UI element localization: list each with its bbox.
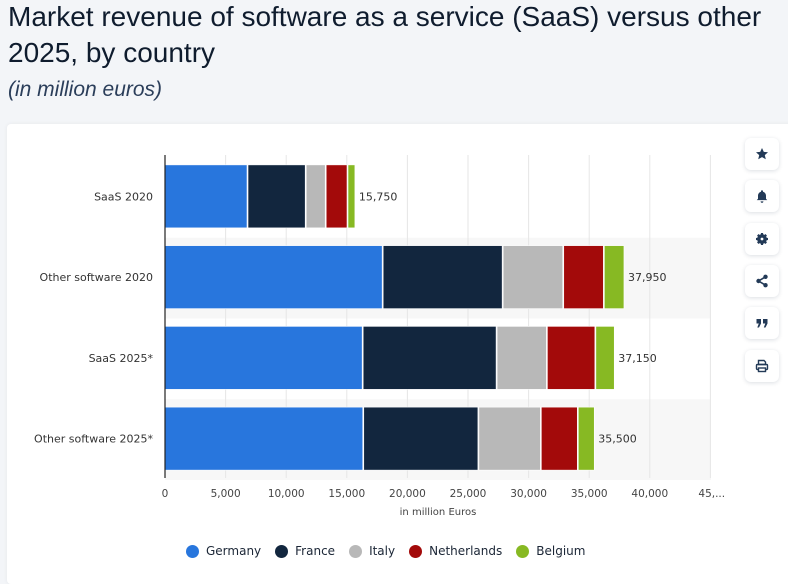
bar-segment-germany: [164, 326, 363, 390]
chart-legend: Germany France Italy Netherlands Belgium: [186, 544, 599, 558]
x-tick-label: 45,...: [698, 488, 725, 500]
quote-icon: [756, 319, 768, 328]
total-data-label: 37,150: [618, 352, 657, 365]
legend-item-france[interactable]: France: [275, 544, 335, 558]
notification-button[interactable]: [745, 180, 779, 213]
bar-segment-belgium: [577, 406, 595, 471]
legend-label: Belgium: [536, 544, 586, 558]
legend-marker: [349, 544, 363, 558]
bar-segment-germany: [164, 164, 248, 229]
category-label: Other software 2025*: [34, 433, 153, 446]
category-label: SaaS 2025*: [89, 352, 154, 365]
bar-segment-france: [363, 406, 479, 471]
star-icon: [756, 148, 768, 160]
bell-icon: [756, 190, 768, 204]
legend-item-italy[interactable]: Italy: [349, 544, 395, 558]
bar-segment-germany: [164, 245, 383, 309]
chart-title-line-1: Market revenue of software as a service …: [8, 1, 762, 32]
legend-item-germany[interactable]: Germany: [186, 544, 261, 558]
legend-label: France: [295, 544, 336, 558]
bar-segment-italy: [305, 164, 326, 229]
bar-segment-netherlands: [563, 245, 604, 309]
bar-segment-italy: [496, 326, 547, 390]
legend-item-belgium[interactable]: Belgium: [516, 544, 585, 558]
chart-title-line-2: 2025, by country: [8, 37, 216, 68]
bar-segment-italy: [478, 406, 541, 471]
legend-item-netherlands[interactable]: Netherlands: [409, 544, 502, 558]
x-tick-label: 0: [162, 488, 169, 500]
legend-marker: [186, 544, 199, 558]
chart-subtitle: (in million euros): [8, 78, 163, 101]
share-icon: [756, 274, 768, 288]
category-label: Other software 2020: [40, 271, 153, 284]
print-button[interactable]: [745, 349, 779, 382]
category-label: SaaS 2020: [94, 190, 153, 203]
x-tick-label: 30,000: [510, 488, 547, 500]
gear-icon: [756, 232, 768, 245]
total-data-label: 37,950: [628, 271, 667, 284]
favorite-button[interactable]: [745, 138, 779, 170]
legend-label: Netherlands: [429, 544, 503, 558]
bar-segment-belgium: [595, 326, 615, 390]
legend-label: Italy: [369, 544, 396, 558]
share-button[interactable]: [745, 264, 779, 297]
x-tick-label: 35,000: [571, 488, 608, 500]
legend-marker: [409, 544, 423, 558]
x-tick-label: 20,000: [389, 488, 426, 500]
bar-segment-netherlands: [541, 406, 578, 471]
x-tick-label: 5,000: [211, 488, 241, 500]
x-tick-label: 25,000: [450, 488, 487, 500]
x-tick-label: 15,000: [328, 488, 365, 500]
x-tick-label: 40,000: [631, 488, 668, 500]
cite-button[interactable]: [745, 307, 779, 340]
bar-segment-netherlands: [325, 164, 348, 229]
bar-segment-france: [247, 164, 306, 229]
legend-marker: [275, 544, 289, 558]
legend-marker: [516, 544, 530, 558]
print-icon: [755, 359, 769, 372]
bar-segment-france: [382, 245, 503, 309]
x-tick-label: 10,000: [268, 488, 305, 500]
bar-segment-france: [362, 326, 497, 390]
bar-segment-netherlands: [547, 326, 596, 390]
total-data-label: 15,750: [359, 190, 398, 203]
bar-segment-belgium: [347, 164, 356, 229]
bar-segment-italy: [502, 245, 564, 309]
x-axis-label: in million Euros: [400, 507, 477, 518]
bar-segment-belgium: [604, 245, 625, 309]
total-data-label: 35,500: [598, 433, 637, 446]
bar-segment-germany: [164, 406, 364, 471]
legend-label: Germany: [206, 544, 262, 558]
settings-button[interactable]: [745, 222, 779, 255]
